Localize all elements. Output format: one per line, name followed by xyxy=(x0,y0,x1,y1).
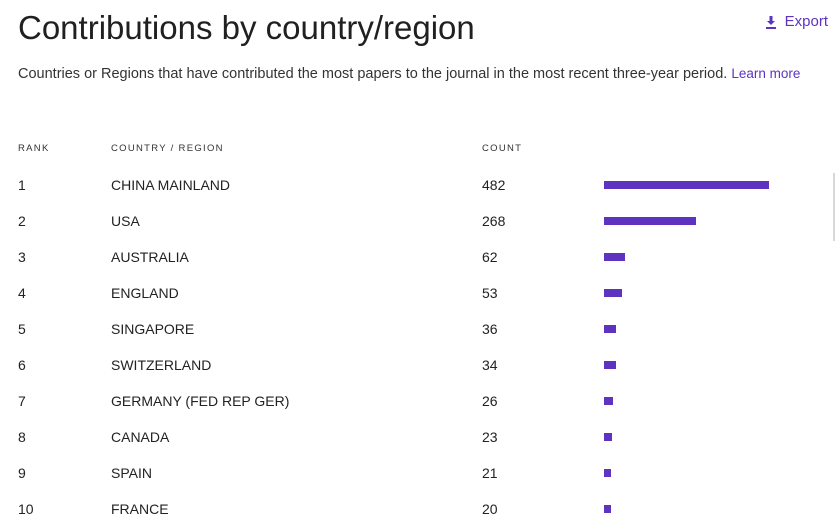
count-cell: 26 xyxy=(482,393,498,409)
count-cell: 53 xyxy=(482,285,498,301)
table-row: 10 FRANCE 20 xyxy=(0,491,835,527)
count-bar xyxy=(604,397,613,405)
table-row: 9 SPAIN 21 xyxy=(0,455,835,491)
contributions-table: 1 CHINA MAINLAND 482 2 USA 268 3 AUSTRALIA 62 4 EN… xyxy=(0,167,835,527)
country-cell: FRANCE xyxy=(111,501,169,517)
download-icon xyxy=(765,15,777,29)
country-cell: SPAIN xyxy=(111,465,152,481)
rank-cell: 4 xyxy=(18,285,26,301)
table-row: 3 AUSTRALIA 62 xyxy=(0,239,835,275)
rank-cell: 1 xyxy=(18,177,26,193)
table-row: 2 USA 268 xyxy=(0,203,835,239)
country-cell: SINGAPORE xyxy=(111,321,195,337)
description-text: Countries or Regions that have contribut… xyxy=(18,66,728,82)
count-cell: 20 xyxy=(482,501,498,517)
count-cell: 34 xyxy=(482,357,498,373)
count-bar xyxy=(604,289,622,297)
rank-cell: 9 xyxy=(18,465,26,481)
count-cell: 36 xyxy=(482,321,498,337)
table-row: 5 SINGAPORE 36 xyxy=(0,311,835,347)
count-bar xyxy=(604,181,769,189)
count-bar xyxy=(604,469,611,477)
export-label: Export xyxy=(784,13,828,30)
count-bar xyxy=(604,217,696,225)
page-description: Countries or Regions that have contribut… xyxy=(18,62,828,86)
rank-cell: 2 xyxy=(18,213,26,229)
count-bar xyxy=(604,505,611,513)
count-bar xyxy=(604,325,616,333)
column-header-rank: RANK xyxy=(18,143,50,154)
rank-cell: 3 xyxy=(18,249,26,265)
count-cell: 23 xyxy=(482,429,498,445)
count-cell: 482 xyxy=(482,177,506,193)
rank-cell: 10 xyxy=(18,501,34,517)
learn-more-link[interactable]: Learn more xyxy=(731,66,801,81)
count-cell: 21 xyxy=(482,465,498,481)
column-header-count: COUNT xyxy=(482,143,523,154)
rank-cell: 6 xyxy=(18,357,26,373)
count-cell: 62 xyxy=(482,249,498,265)
column-header-country: COUNTRY / REGION xyxy=(111,143,224,154)
table-row: 1 CHINA MAINLAND 482 xyxy=(0,167,835,203)
count-bar xyxy=(604,253,625,261)
table-row: 8 CANADA 23 xyxy=(0,419,835,455)
count-bar xyxy=(604,361,616,369)
scrollbar[interactable] xyxy=(833,173,835,241)
page-title: Contributions by country/region xyxy=(18,9,475,46)
count-bar xyxy=(604,433,612,441)
rank-cell: 5 xyxy=(18,321,26,337)
table-row: 6 SWITZERLAND 34 xyxy=(0,347,835,383)
table-row: 7 GERMANY (FED REP GER) 26 xyxy=(0,383,835,419)
table-row: 4 ENGLAND 53 xyxy=(0,275,835,311)
count-cell: 268 xyxy=(482,213,506,229)
country-cell: ENGLAND xyxy=(111,285,179,301)
country-cell: USA xyxy=(111,213,140,229)
rank-cell: 7 xyxy=(18,393,26,409)
country-cell: CHINA MAINLAND xyxy=(111,177,231,193)
country-cell: SWITZERLAND xyxy=(111,357,212,373)
country-cell: AUSTRALIA xyxy=(111,249,189,265)
country-cell: CANADA xyxy=(111,429,170,445)
rank-cell: 8 xyxy=(18,429,26,445)
country-cell: GERMANY (FED REP GER) xyxy=(111,393,290,409)
export-button[interactable]: Export xyxy=(765,12,828,32)
